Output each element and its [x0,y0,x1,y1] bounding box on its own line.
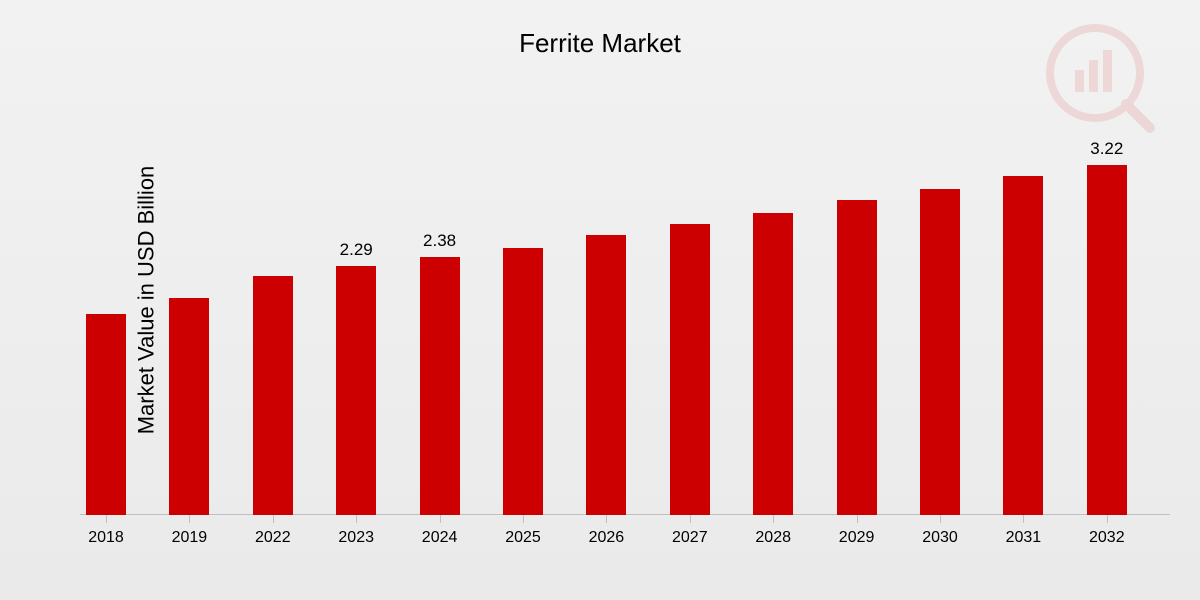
x-axis-label: 2028 [738,529,808,547]
bar [586,235,626,515]
x-tick [606,515,607,523]
bar [1003,176,1043,515]
x-tick [690,515,691,523]
bar [169,298,209,515]
bar-value-label: 2.29 [326,240,386,260]
x-tick [523,515,524,523]
x-axis-label: 2025 [488,529,558,547]
x-axis-label: 2032 [1072,529,1142,547]
x-axis-label: 2031 [988,529,1058,547]
x-axis-label: 2019 [154,529,224,547]
x-tick [1107,515,1108,523]
x-axis-label: 2030 [905,529,975,547]
x-axis-label: 2024 [405,529,475,547]
bar-value-label: 2.38 [410,231,470,251]
x-tick [940,515,941,523]
bar [753,213,793,515]
x-axis-label: 2026 [571,529,641,547]
bar [670,224,710,515]
bar [920,189,960,515]
bar [420,257,460,515]
plot-area: 2018201920222.2920232.382024202520262027… [80,135,1170,515]
x-tick [189,515,190,523]
bar [503,248,543,515]
x-tick [356,515,357,523]
watermark-logo [1040,18,1160,138]
x-tick [273,515,274,523]
x-axis-label: 2027 [655,529,725,547]
x-axis-label: 2018 [71,529,141,547]
bar [253,276,293,515]
x-axis-label: 2029 [822,529,892,547]
x-tick [857,515,858,523]
x-axis-label: 2023 [321,529,391,547]
bar [86,314,126,515]
bar [837,200,877,515]
x-tick [106,515,107,523]
bar [1087,165,1127,515]
x-tick [1023,515,1024,523]
chart-title: Ferrite Market [0,28,1200,59]
x-axis-label: 2022 [238,529,308,547]
x-tick [773,515,774,523]
x-tick [440,515,441,523]
bar [336,266,376,515]
bar-value-label: 3.22 [1077,139,1137,159]
chart-container: Ferrite Market Market Value in USD Billi… [0,0,1200,600]
